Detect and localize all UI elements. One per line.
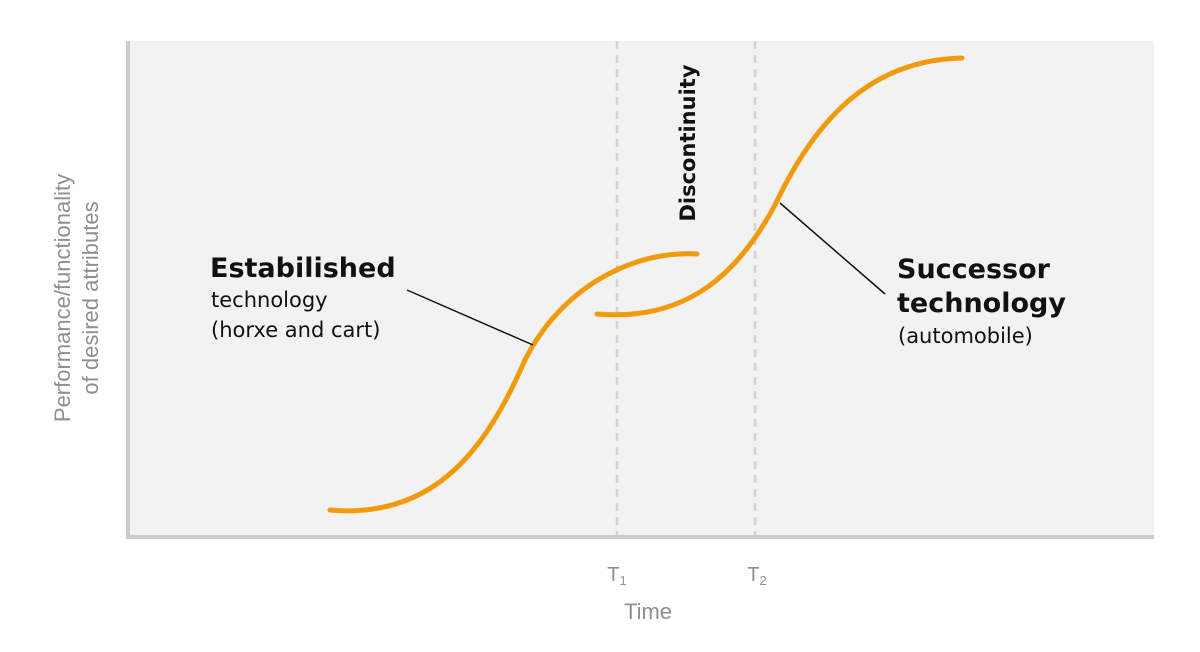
- t1-label: T1: [607, 564, 626, 588]
- successor-line1: (automobile): [898, 324, 1033, 348]
- successor-leader-line: [779, 202, 886, 295]
- established-line2: (horxe and cart): [211, 318, 380, 342]
- y-axis-label-line1: Performance/functionality: [50, 174, 75, 422]
- established-line1: technology: [211, 288, 328, 312]
- successor-title-line2: technology: [897, 288, 1066, 319]
- established-leader-line: [406, 289, 534, 346]
- plot-area: [128, 41, 1154, 537]
- discontinuity-label: Discontinuity: [676, 64, 700, 221]
- successor-title-line1: Successor: [897, 254, 1051, 285]
- y-axis-label-line2: of desired attributes: [78, 201, 103, 394]
- y-axis-label: Performance/functionality of desired att…: [50, 174, 103, 422]
- established-technology-curve: [327, 251, 700, 514]
- successor-technology-curve: [594, 55, 965, 318]
- t2-label: T2: [747, 564, 766, 588]
- established-title: Estabilished: [210, 253, 396, 284]
- x-axis-label: Time: [624, 599, 672, 624]
